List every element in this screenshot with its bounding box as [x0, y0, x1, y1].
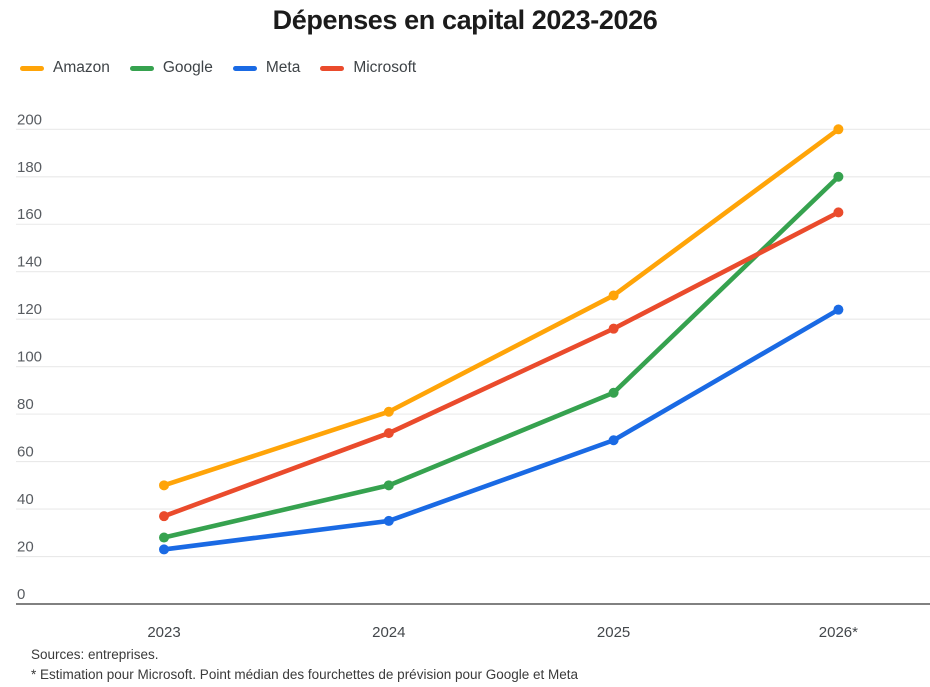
x-tick-label: 2023: [147, 624, 180, 641]
data-point-meta: [608, 435, 619, 446]
legend-label: Microsoft: [353, 59, 417, 76]
legend: Amazon Google Meta Microsoft: [20, 59, 416, 77]
sources-note: Sources: entreprises.: [31, 647, 159, 662]
estimation-note: * Estimation pour Microsoft. Point média…: [31, 667, 579, 682]
legend-swatch-icon: [320, 65, 345, 71]
series-line-meta: [161, 307, 841, 552]
data-point-amazon: [159, 480, 169, 491]
y-tick-label: 80: [17, 396, 34, 413]
data-point-google: [833, 171, 844, 182]
data-point-amazon: [383, 406, 394, 417]
legend-label: Meta: [265, 59, 301, 76]
y-tick-label: 180: [17, 159, 42, 176]
data-point-meta: [159, 544, 169, 555]
x-tick-label: 2026*: [819, 624, 858, 641]
data-point-amazon: [833, 124, 844, 135]
data-point-microsoft: [159, 511, 169, 522]
data-point-meta: [383, 515, 394, 526]
legend-swatch-icon: [129, 65, 154, 71]
legend-label: Google: [162, 59, 213, 76]
y-tick-label: 200: [17, 111, 42, 128]
legend-item-microsoft: Microsoft: [320, 59, 416, 77]
legend-item-google: Google: [129, 59, 213, 77]
y-tick-label: 40: [17, 491, 34, 508]
y-tick-label: 160: [17, 206, 42, 223]
series-line-microsoft: [161, 210, 841, 519]
y-tick-label: 100: [17, 349, 42, 366]
y-tick-label: 120: [17, 301, 42, 318]
x-tick-label: 2024: [372, 624, 405, 641]
legend-label: Amazon: [53, 59, 110, 76]
data-point-google: [608, 387, 619, 398]
y-tick-label: 60: [17, 444, 34, 461]
legend-item-meta: Meta: [232, 59, 301, 77]
y-tick-label: 140: [17, 254, 42, 271]
data-point-google: [159, 532, 169, 543]
legend-swatch-icon: [20, 65, 44, 71]
y-tick-label: 0: [17, 586, 25, 603]
series-line-amazon: [161, 127, 841, 488]
data-point-meta: [833, 304, 844, 315]
y-tick-label: 20: [17, 539, 34, 556]
data-point-microsoft: [608, 323, 619, 334]
chart-title: Dépenses en capital 2023-2026: [272, 5, 658, 35]
legend-item-amazon: Amazon: [20, 59, 110, 77]
legend-swatch-icon: [232, 65, 257, 71]
data-point-google: [383, 480, 394, 491]
data-point-microsoft: [383, 428, 394, 439]
data-point-amazon: [608, 290, 619, 301]
x-tick-label: 2025: [597, 624, 630, 641]
data-point-microsoft: [833, 207, 844, 218]
series-line-google: [161, 174, 841, 540]
